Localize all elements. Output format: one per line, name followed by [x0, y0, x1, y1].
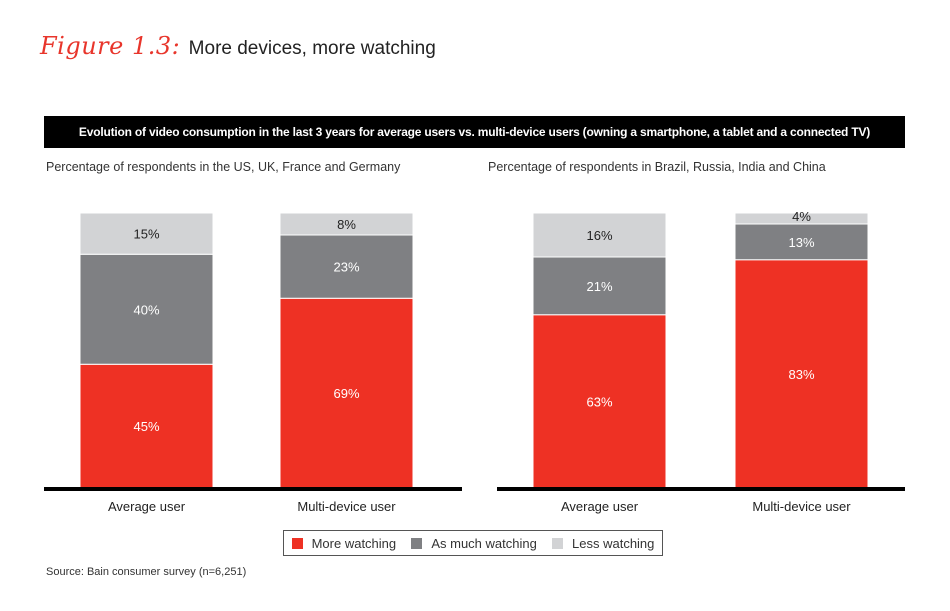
category-label-chart1-average-user: Average user: [108, 499, 186, 514]
source-note: Source: Bain consumer survey (n=6,251): [46, 566, 247, 578]
bar-label-chart1-multi-device-user-as-much-watching: 23%: [333, 260, 359, 275]
bar-label-chart2-average-user-less-watching: 16%: [586, 228, 612, 243]
legend-swatch-more-watching: [291, 537, 303, 549]
bar-segment-chart1-multi-device-user-more-watching: [279, 297, 414, 489]
legend-swatch-as-much-watching: [411, 537, 423, 549]
bar-label-chart2-multi-device-user-less-watching: 4%: [792, 209, 811, 224]
bar-segment-chart2-average-user-more-watching: [532, 314, 667, 489]
figure-title: Figure 1.3: More devices, more watching: [40, 32, 436, 60]
figure-label: Figure 1.3:: [40, 32, 181, 60]
legend-label-as-much-watching: As much watching: [431, 535, 537, 551]
left-chart-subtitle: Percentage of respondents in the US, UK,…: [46, 160, 401, 174]
bar-label-chart2-average-user-more-watching: 63%: [586, 394, 612, 409]
bar-segment-chart2-multi-device-user-less-watching: [734, 212, 869, 225]
legend-item-as-much-watching: As much watching: [411, 536, 537, 551]
bar-label-chart1-average-user-less-watching: 15%: [133, 227, 159, 242]
legend-item-less-watching: Less watching: [552, 536, 654, 551]
category-label-chart1-multi-device-user: Multi-device user: [297, 499, 396, 514]
bar-label-chart2-multi-device-user-as-much-watching: 13%: [788, 235, 814, 250]
chart-banner: Evolution of video consumption in the la…: [44, 116, 905, 148]
category-label-chart2-average-user: Average user: [561, 499, 639, 514]
bar-label-chart1-multi-device-user-more-watching: 69%: [333, 386, 359, 401]
legend-label-more-watching: More watching: [311, 535, 397, 551]
bar-label-chart1-average-user-as-much-watching: 40%: [133, 302, 159, 317]
bar-segment-chart2-multi-device-user-more-watching: [734, 259, 869, 489]
bar-segment-chart1-average-user-as-much-watching: [79, 253, 214, 365]
bar-segment-chart1-average-user-less-watching: [79, 212, 214, 255]
figure-heading: More devices, more watching: [188, 38, 436, 59]
bar-segment-chart2-average-user-less-watching: [532, 212, 667, 258]
legend-label-less-watching: Less watching: [572, 535, 655, 551]
right-chart-subtitle: Percentage of respondents in Brazil, Rus…: [488, 160, 826, 174]
bar-segment-chart1-multi-device-user-as-much-watching: [279, 234, 414, 299]
bar-segment-chart2-average-user-as-much-watching: [532, 256, 667, 316]
bar-label-chart1-average-user-more-watching: 45%: [133, 419, 159, 434]
legend-swatch-less-watching: [552, 537, 564, 549]
legend-item-more-watching: More watching: [291, 535, 397, 551]
bar-label-chart2-average-user-as-much-watching: 21%: [586, 279, 612, 294]
bar-segment-chart1-multi-device-user-less-watching: [279, 212, 414, 236]
bar-label-chart2-multi-device-user-more-watching: 83%: [788, 367, 814, 382]
bar-segment-chart2-multi-device-user-as-much-watching: [734, 223, 869, 261]
bar-segment-chart1-average-user-more-watching: [79, 363, 214, 489]
category-label-chart2-multi-device-user: Multi-device user: [752, 499, 851, 514]
bar-label-chart1-multi-device-user-less-watching: 8%: [337, 217, 356, 232]
legend: More watching As much watching Less watc…: [283, 530, 663, 556]
